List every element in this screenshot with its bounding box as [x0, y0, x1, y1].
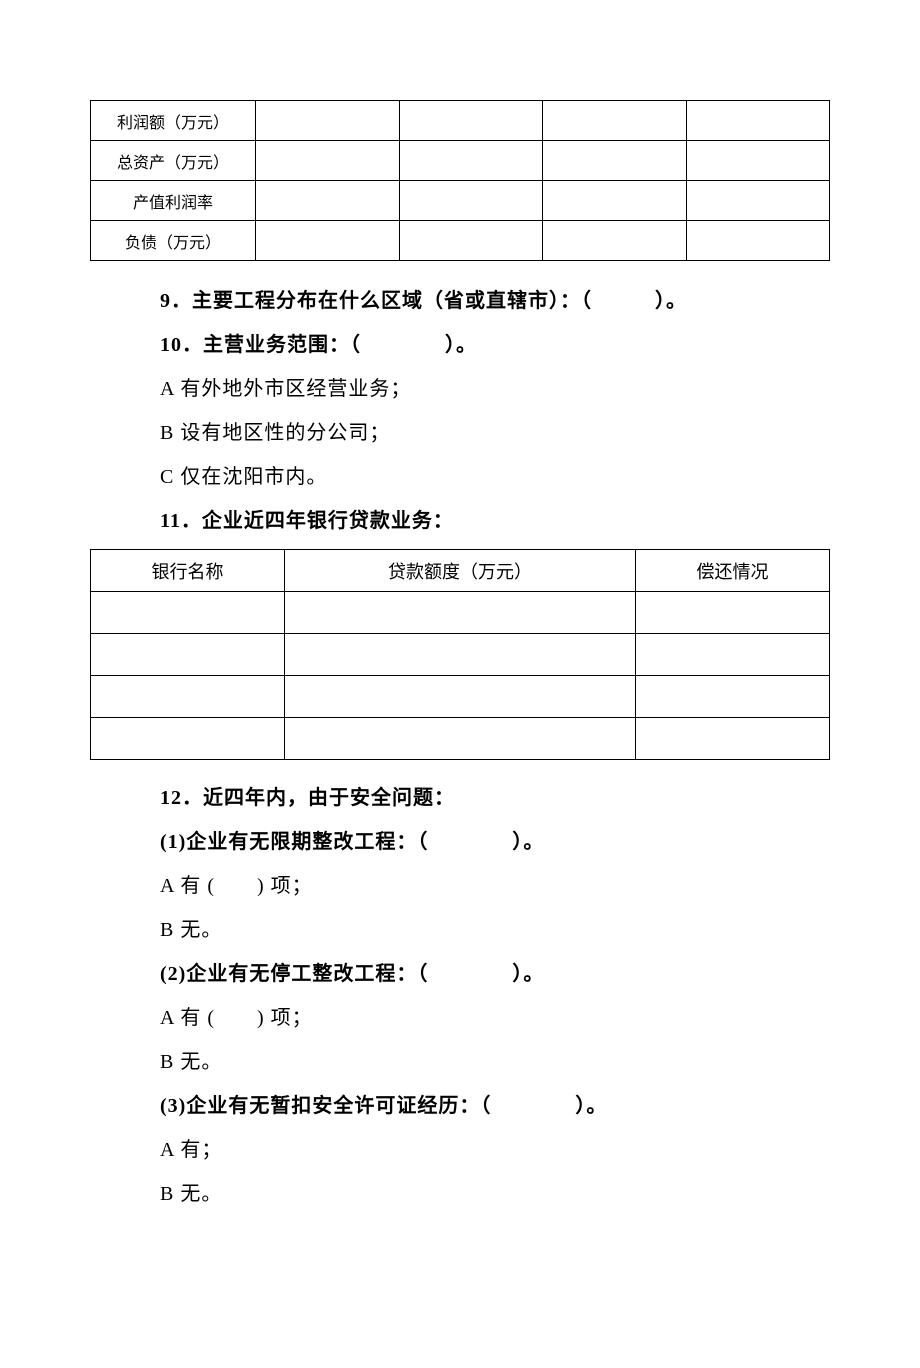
table-row: 总资产（万元） — [91, 141, 830, 181]
table-cell — [285, 676, 636, 718]
q9-title: 9．主要工程分布在什么区域（省或直辖市）：（ ）。 — [160, 281, 830, 321]
table-cell — [635, 718, 829, 760]
table-row: 负债（万元） — [91, 221, 830, 261]
q10-option-c: C 仅在沈阳市内。 — [160, 457, 830, 497]
table-cell — [399, 101, 543, 141]
table-cell — [686, 221, 830, 261]
q12-sub2-title: (2)企业有无停工整改工程：（ ）。 — [160, 954, 830, 994]
table-cell — [91, 718, 285, 760]
table-cell — [686, 101, 830, 141]
table-header-row: 银行名称 贷款额度（万元） 偿还情况 — [91, 550, 830, 592]
table-cell — [543, 101, 687, 141]
table-row — [91, 592, 830, 634]
row-label: 负债（万元） — [91, 221, 256, 261]
bank-loan-table: 银行名称 贷款额度（万元） 偿还情况 — [90, 549, 830, 760]
q12-sub1-title: (1)企业有无限期整改工程：（ ）。 — [160, 822, 830, 862]
table-cell — [543, 141, 687, 181]
table-cell — [91, 592, 285, 634]
col-header-amount: 贷款额度（万元） — [285, 550, 636, 592]
table-cell — [256, 181, 400, 221]
q11-title: 11．企业近四年银行贷款业务： — [160, 501, 830, 541]
table-cell — [285, 634, 636, 676]
table-row — [91, 634, 830, 676]
table-cell — [635, 634, 829, 676]
table-row — [91, 718, 830, 760]
q10-title: 10．主营业务范围：（ ）。 — [160, 325, 830, 365]
row-label: 总资产（万元） — [91, 141, 256, 181]
q12-sub1-option-b: B 无。 — [160, 910, 830, 950]
table-cell — [399, 221, 543, 261]
q12-sub3-option-b: B 无。 — [160, 1174, 830, 1214]
table-cell — [543, 221, 687, 261]
q12-sub2-option-b: B 无。 — [160, 1042, 830, 1082]
row-label: 利润额（万元） — [91, 101, 256, 141]
finance-table: 利润额（万元） 总资产（万元） 产值利润率 负债（万元） — [90, 100, 830, 261]
col-header-repay: 偿还情况 — [635, 550, 829, 592]
table-cell — [686, 141, 830, 181]
table-cell — [399, 141, 543, 181]
table-row: 产值利润率 — [91, 181, 830, 221]
q12-title: 12．近四年内，由于安全问题： — [160, 778, 830, 818]
question-content: 12．近四年内，由于安全问题： (1)企业有无限期整改工程：（ ）。 A 有 (… — [90, 778, 830, 1214]
table-cell — [91, 634, 285, 676]
table-cell — [543, 181, 687, 221]
table-cell — [285, 592, 636, 634]
table-cell — [285, 718, 636, 760]
col-header-bank: 银行名称 — [91, 550, 285, 592]
table-row: 利润额（万元） — [91, 101, 830, 141]
table-cell — [686, 181, 830, 221]
question-content: 9．主要工程分布在什么区域（省或直辖市）：（ ）。 10．主营业务范围：（ ）。… — [90, 281, 830, 541]
table-cell — [399, 181, 543, 221]
table-cell — [256, 141, 400, 181]
table-cell — [635, 592, 829, 634]
q12-sub2-option-a: A 有 ( ) 项； — [160, 998, 830, 1038]
q12-sub3-title: (3)企业有无暂扣安全许可证经历：（ ）。 — [160, 1086, 830, 1126]
table-cell — [91, 676, 285, 718]
q10-option-b: B 设有地区性的分公司； — [160, 413, 830, 453]
q12-sub3-option-a: A 有； — [160, 1130, 830, 1170]
table-cell — [256, 221, 400, 261]
q12-sub1-option-a: A 有 ( ) 项； — [160, 866, 830, 906]
q10-option-a: A 有外地外市区经营业务； — [160, 369, 830, 409]
table-row — [91, 676, 830, 718]
row-label: 产值利润率 — [91, 181, 256, 221]
table-cell — [256, 101, 400, 141]
table-cell — [635, 676, 829, 718]
